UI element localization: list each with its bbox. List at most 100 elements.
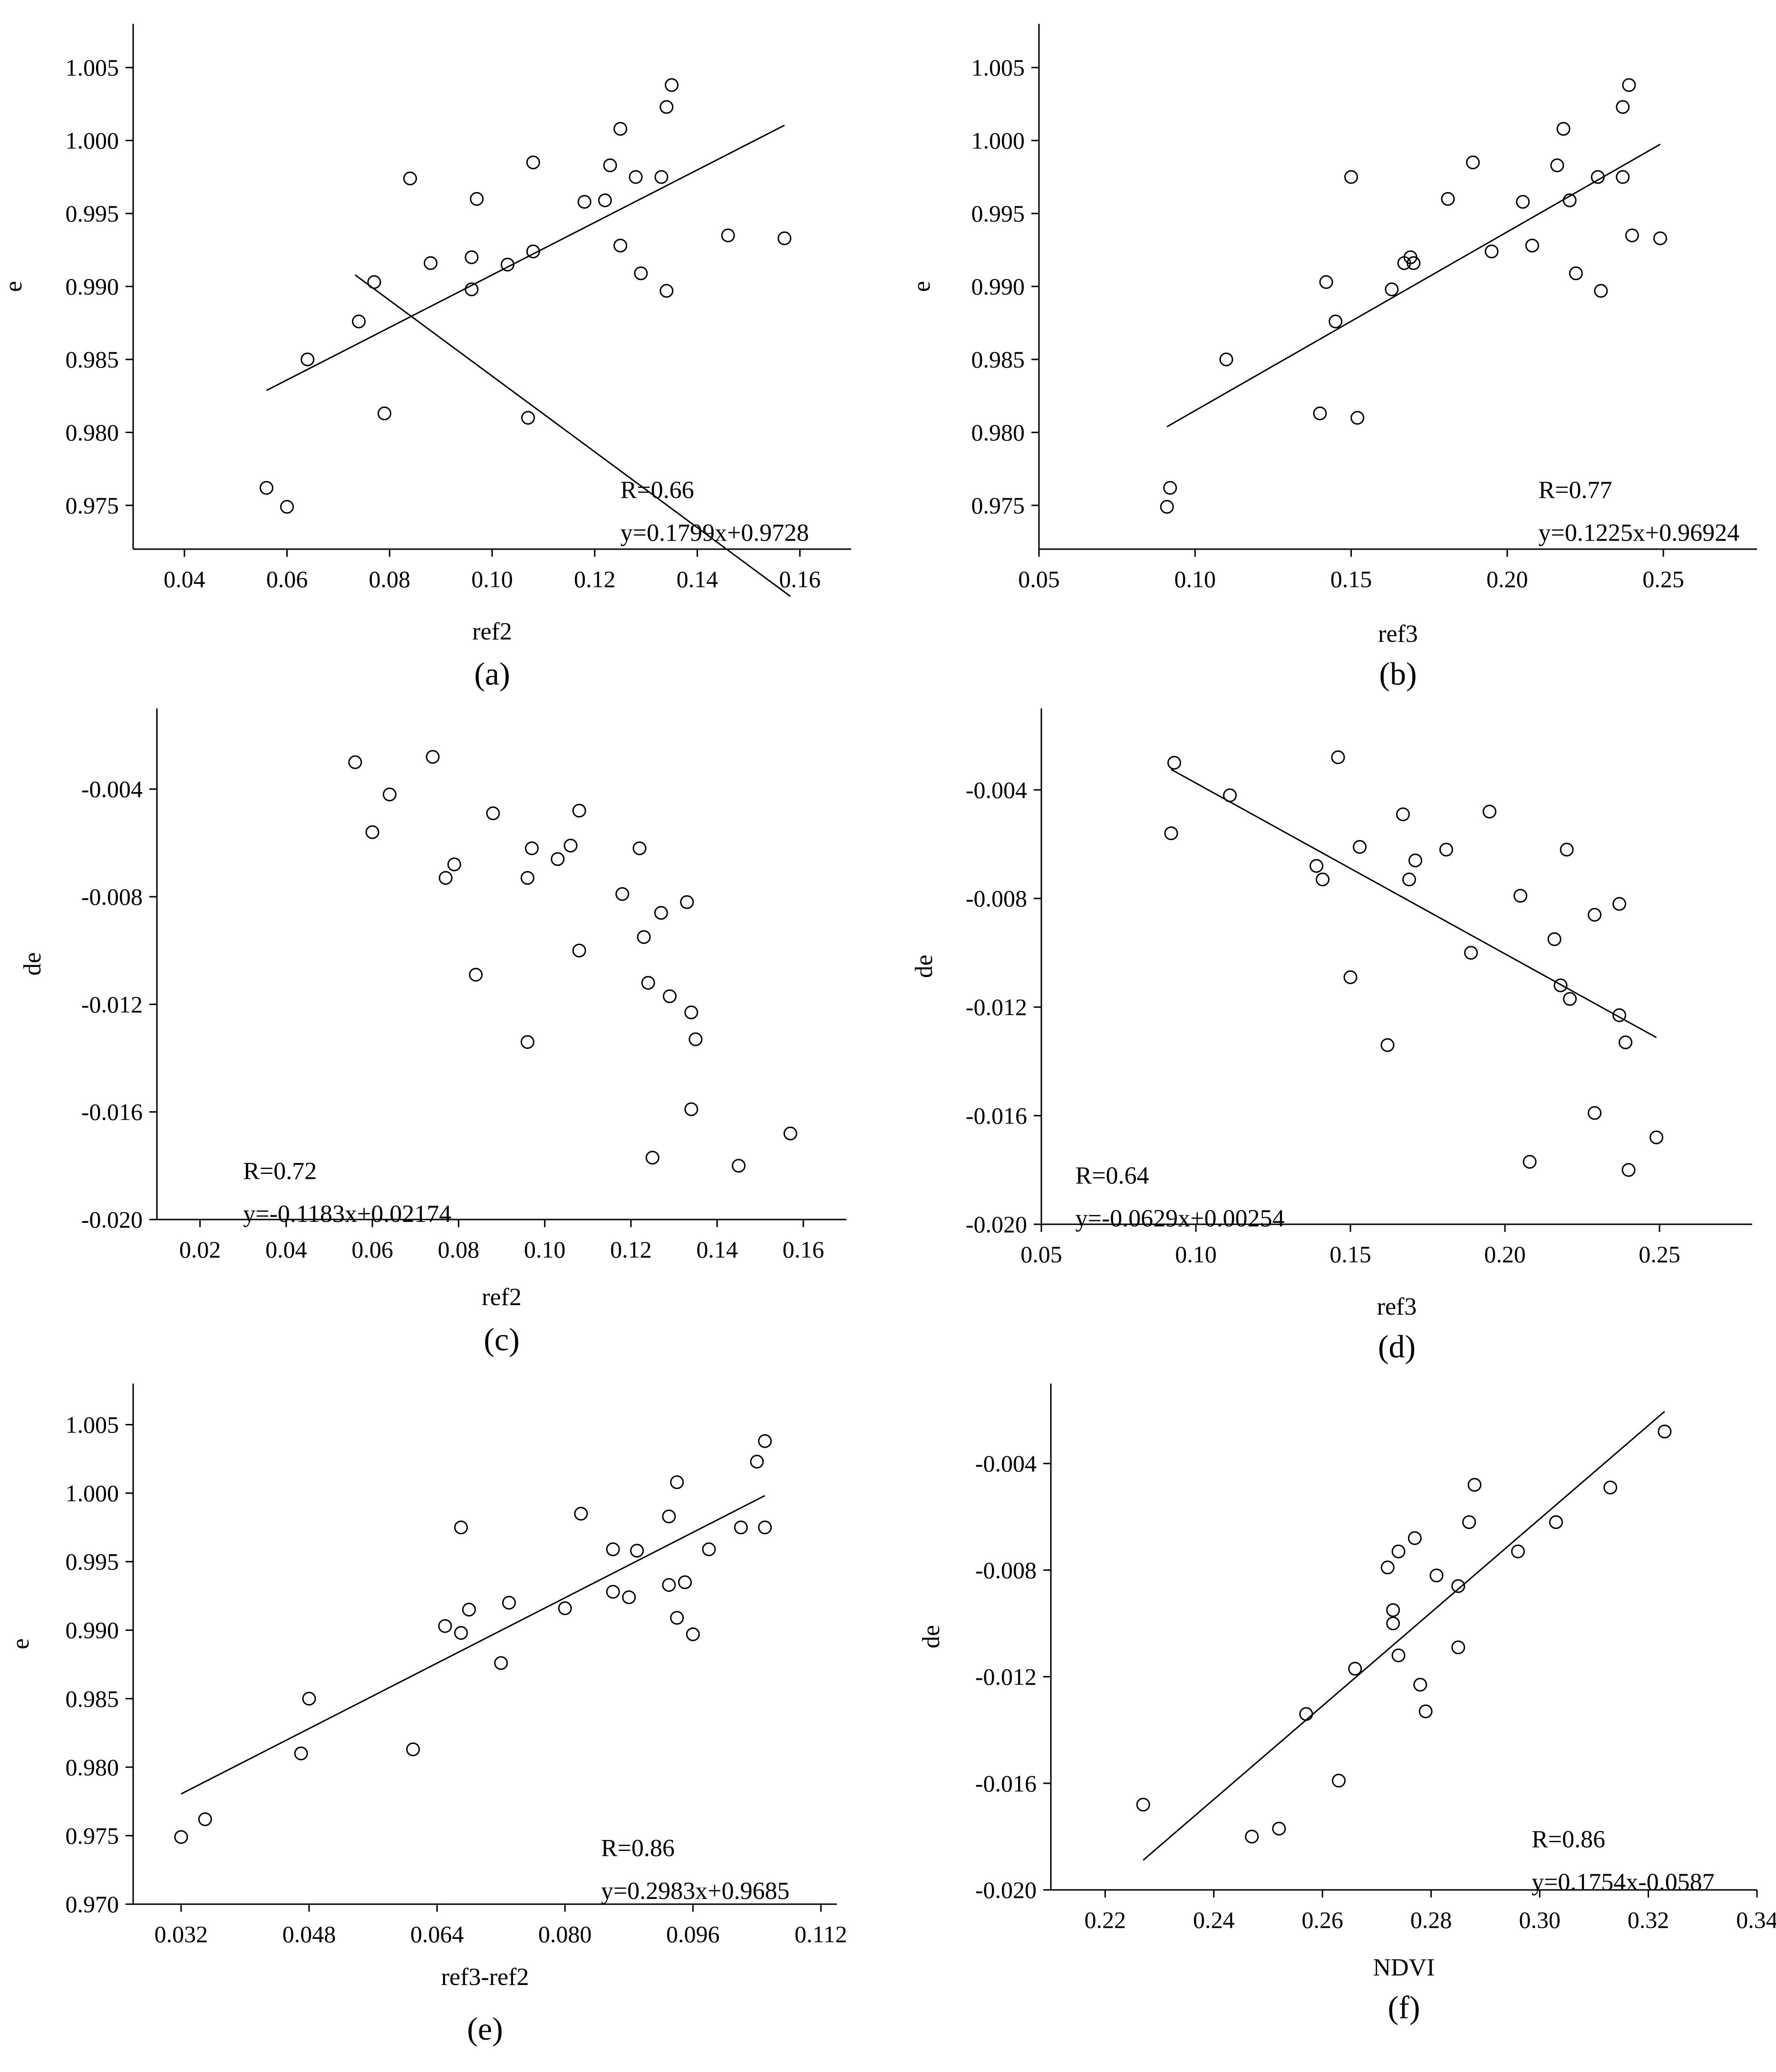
data-point <box>1547 932 1562 946</box>
data-point <box>662 989 677 1003</box>
data-point <box>1569 266 1583 281</box>
data-point <box>660 100 674 114</box>
data-point <box>689 1032 703 1046</box>
y-axis-label: de <box>911 955 938 978</box>
data-point <box>572 804 586 818</box>
x-tick-label: 0.06 <box>266 566 308 592</box>
x-tick-label: 0.20 <box>1486 566 1528 592</box>
x-axis-label: ref3 <box>1378 620 1418 648</box>
data-point <box>1163 481 1177 495</box>
data-point <box>606 1585 620 1599</box>
data-point <box>613 122 628 136</box>
data-point <box>526 244 540 259</box>
x-tick-label: 0.16 <box>779 566 821 592</box>
y-tick-label: -0.020 <box>966 1211 1027 1238</box>
data-point <box>721 228 735 242</box>
data-point <box>378 407 391 421</box>
data-point <box>382 787 397 802</box>
panel-label: (a) <box>474 656 510 692</box>
panel-label: (c) <box>484 1321 519 1357</box>
y-tick-label: 0.985 <box>971 346 1025 373</box>
data-point <box>426 750 440 764</box>
data-point <box>1550 158 1564 173</box>
panel-label: (b) <box>1379 656 1417 692</box>
data-point <box>1219 352 1233 367</box>
data-point <box>1136 1798 1150 1812</box>
data-point <box>1380 1038 1395 1052</box>
data-point <box>494 1656 508 1670</box>
data-point <box>1464 946 1478 960</box>
data-point <box>1588 908 1601 922</box>
x-axis-label: ref2 <box>482 1284 522 1311</box>
y-tick-label: -0.008 <box>81 883 143 910</box>
y-tick-label: 0.980 <box>971 419 1025 445</box>
x-tick-label: 0.26 <box>1301 1907 1343 1933</box>
data-point <box>606 1542 620 1557</box>
data-point <box>1319 275 1333 289</box>
regression-equation: y=-0.1183x+0.02174 <box>243 1201 451 1228</box>
data-point <box>572 943 586 958</box>
data-point <box>662 1510 676 1524</box>
y-tick-label: -0.020 <box>81 1206 143 1233</box>
data-point <box>684 1005 699 1019</box>
data-point <box>1562 193 1577 207</box>
y-tick-label: 1.000 <box>66 1480 119 1507</box>
y-tick-label: 0.980 <box>66 419 119 445</box>
y-tick-label: 0.980 <box>66 1754 119 1781</box>
x-axis-label: NDVI <box>1373 1954 1435 1981</box>
data-point <box>438 871 453 885</box>
data-point <box>1313 407 1327 421</box>
data-point <box>1622 78 1636 92</box>
x-tick-label: 0.14 <box>696 1236 738 1263</box>
y-tick-label: -0.016 <box>975 1770 1037 1797</box>
y-axis-label: de <box>918 1625 945 1648</box>
y-tick-label: -0.012 <box>81 991 143 1017</box>
x-tick-label: 0.02 <box>179 1236 221 1263</box>
data-point <box>1563 992 1577 1006</box>
regression-equation: y=0.1754x-0.0587 <box>1532 1869 1715 1896</box>
data-point <box>645 1151 660 1165</box>
data-point <box>1408 853 1422 868</box>
y-tick-label: 0.995 <box>971 200 1025 227</box>
data-point <box>1516 194 1530 209</box>
panel-label: (d) <box>1378 1328 1416 1365</box>
x-tick-label: 0.08 <box>438 1236 480 1263</box>
x-tick-label: 0.20 <box>1484 1241 1526 1268</box>
x-tick-label: 0.30 <box>1519 1907 1561 1933</box>
data-point <box>1549 1515 1563 1529</box>
data-point <box>1612 897 1626 911</box>
regression-line <box>1166 144 1661 427</box>
panel-label: (e) <box>467 2011 503 2047</box>
data-point <box>406 1742 420 1756</box>
data-point <box>1391 1544 1406 1559</box>
data-point <box>577 194 592 209</box>
data-point <box>1310 859 1323 873</box>
data-point <box>526 155 540 170</box>
data-point <box>1164 826 1178 841</box>
x-tick-label: 0.06 <box>351 1236 393 1263</box>
y-axis-label: e <box>7 1638 34 1649</box>
data-point <box>259 481 273 495</box>
data-point <box>680 895 694 909</box>
x-tick-label: 0.05 <box>1018 566 1060 592</box>
x-tick-label: 0.12 <box>610 1236 652 1263</box>
y-axis-label: e <box>908 281 935 292</box>
regression-equation: y=-0.0629x+0.00254 <box>1076 1205 1285 1232</box>
data-point <box>1466 155 1480 170</box>
data-point <box>447 857 461 871</box>
y-tick-label: 1.005 <box>971 54 1025 81</box>
data-point <box>520 871 534 885</box>
data-point <box>1525 239 1539 253</box>
data-point <box>1386 1603 1400 1617</box>
x-tick-label: 0.28 <box>1410 1907 1452 1933</box>
data-point <box>1467 1478 1482 1492</box>
x-tick-label: 0.15 <box>1330 566 1372 592</box>
data-point <box>1625 228 1639 242</box>
data-point <box>662 1578 676 1592</box>
data-point <box>1380 1560 1395 1575</box>
y-tick-label: 0.990 <box>66 273 119 300</box>
x-tick-label: 0.064 <box>410 1921 464 1947</box>
x-tick-label: 0.25 <box>1642 566 1684 592</box>
data-point <box>1483 804 1496 819</box>
x-tick-label: 0.14 <box>677 566 718 592</box>
